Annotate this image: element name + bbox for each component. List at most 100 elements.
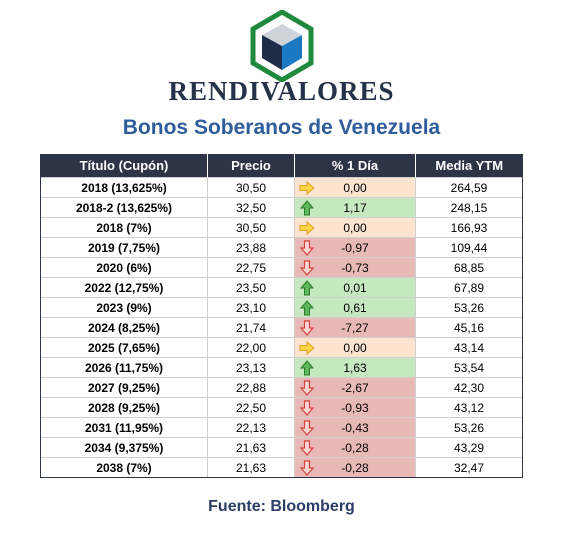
bond-ytm: 53,26 — [415, 417, 523, 438]
bond-change-value: -2,67 — [341, 380, 369, 395]
bond-change-value: 1,63 — [343, 360, 367, 375]
arrow-down-icon — [299, 380, 315, 396]
bond-change: 0,00 — [294, 177, 416, 198]
column-header-ytm: Media YTM — [415, 154, 523, 178]
bond-title: 2027 (9,25%) — [40, 377, 208, 398]
bond-price: 23,10 — [207, 297, 295, 318]
bond-price: 21,63 — [207, 457, 295, 478]
bond-change-value: 0,01 — [343, 280, 367, 295]
bond-ytm: 166,93 — [415, 217, 523, 238]
bond-change: 0,61 — [294, 297, 416, 318]
bond-change: -0,43 — [294, 417, 416, 438]
bond-title: 2026 (11,75%) — [40, 357, 208, 378]
bond-ytm: 42,30 — [415, 377, 523, 398]
bond-ytm: 53,54 — [415, 357, 523, 378]
bond-title: 2038 (7%) — [40, 457, 208, 478]
bond-change-value: -0,28 — [341, 460, 369, 475]
page-title: Bonos Soberanos de Venezuela — [122, 116, 441, 139]
bond-title: 2023 (9%) — [40, 297, 208, 318]
source-note: Fuente: Bloomberg — [208, 498, 355, 515]
bond-ytm: 45,16 — [415, 317, 523, 338]
rendivalores-logo-icon — [250, 10, 314, 82]
table-row: 2023 (9%) 23,10 0,61 53,26 — [40, 297, 523, 318]
bond-change-value: 0,00 — [343, 220, 367, 235]
table-row: 2025 (7,65%) 22,00 0,00 43,14 — [40, 337, 523, 358]
arrow-down-icon — [299, 400, 315, 416]
bond-price: 22,75 — [207, 257, 295, 278]
bond-change: -7,27 — [294, 317, 416, 338]
bond-ytm: 43,14 — [415, 337, 523, 358]
table-header-row: Título (Cupón) Precio % 1 Día Media YTM — [40, 154, 523, 178]
bond-title: 2018 (13,625%) — [40, 177, 208, 198]
arrow-down-icon — [299, 260, 315, 276]
bond-price: 22,50 — [207, 397, 295, 418]
bond-price: 21,74 — [207, 317, 295, 338]
bond-ytm: 43,12 — [415, 397, 523, 418]
bond-title: 2024 (8,25%) — [40, 317, 208, 338]
table-row: 2026 (11,75%) 23,13 1,63 53,54 — [40, 357, 523, 378]
bond-change-value: 0,00 — [343, 180, 367, 195]
column-header-title: Título (Cupón) — [40, 154, 208, 178]
table-row: 2031 (11,95%) 22,13 -0,43 53,26 — [40, 417, 523, 438]
arrow-right-icon — [299, 220, 315, 236]
bond-title: 2018 (7%) — [40, 217, 208, 238]
bond-ytm: 248,15 — [415, 197, 523, 218]
arrow-up-icon — [299, 280, 315, 296]
bond-title: 2019 (7,75%) — [40, 237, 208, 258]
bond-change: 1,17 — [294, 197, 416, 218]
column-header-price: Precio — [207, 154, 295, 178]
bond-change-value: 1,17 — [343, 200, 367, 215]
table-row: 2020 (6%) 22,75 -0,73 68,85 — [40, 257, 523, 278]
bonds-table: Título (Cupón) Precio % 1 Día Media YTM … — [40, 154, 523, 478]
table-row: 2018-2 (13,625%) 32,50 1,17 248,15 — [40, 197, 523, 218]
bond-change: -0,28 — [294, 437, 416, 458]
bond-change: 0,00 — [294, 217, 416, 238]
arrow-up-icon — [299, 200, 315, 216]
bond-title: 2031 (11,95%) — [40, 417, 208, 438]
bond-change: -0,97 — [294, 237, 416, 258]
bond-price: 21,63 — [207, 437, 295, 458]
arrow-right-icon — [299, 180, 315, 196]
arrow-down-icon — [299, 420, 315, 436]
bond-change: -0,28 — [294, 457, 416, 478]
table-row: 2022 (12,75%) 23,50 0,01 67,89 — [40, 277, 523, 298]
bond-change: -0,73 — [294, 257, 416, 278]
bond-change-value: -0,73 — [341, 260, 369, 275]
bond-price: 23,50 — [207, 277, 295, 298]
bond-change: 0,00 — [294, 337, 416, 358]
arrow-right-icon — [299, 340, 315, 356]
arrow-down-icon — [299, 320, 315, 336]
arrow-down-icon — [299, 460, 315, 476]
table-row: 2038 (7%) 21,63 -0,28 32,47 — [40, 457, 523, 478]
arrow-down-icon — [299, 440, 315, 456]
bond-ytm: 68,85 — [415, 257, 523, 278]
bond-change: 1,63 — [294, 357, 416, 378]
bond-price: 30,50 — [207, 177, 295, 198]
brand-name: RENDIVALORES — [168, 76, 395, 106]
table-row: 2024 (8,25%) 21,74 -7,27 45,16 — [40, 317, 523, 338]
table-row: 2019 (7,75%) 23,88 -0,97 109,44 — [40, 237, 523, 258]
bond-ytm: 32,47 — [415, 457, 523, 478]
bond-change-value: 0,61 — [343, 300, 367, 315]
bond-change-value: -7,27 — [341, 320, 369, 335]
bond-ytm: 67,89 — [415, 277, 523, 298]
bond-change: 0,01 — [294, 277, 416, 298]
bond-title: 2025 (7,65%) — [40, 337, 208, 358]
bond-price: 32,50 — [207, 197, 295, 218]
bond-price: 22,88 — [207, 377, 295, 398]
column-header-change: % 1 Día — [294, 154, 416, 178]
bond-change-value: -0,43 — [341, 420, 369, 435]
table-row: 2028 (9,25%) 22,50 -0,93 43,12 — [40, 397, 523, 418]
bond-ytm: 109,44 — [415, 237, 523, 258]
bond-change-value: -0,28 — [341, 440, 369, 455]
bond-title: 2034 (9,375%) — [40, 437, 208, 458]
bond-price: 23,88 — [207, 237, 295, 258]
bond-price: 22,00 — [207, 337, 295, 358]
arrow-down-icon — [299, 240, 315, 256]
bond-title: 2018-2 (13,625%) — [40, 197, 208, 218]
bond-ytm: 43,29 — [415, 437, 523, 458]
table-row: 2018 (13,625%) 30,50 0,00 264,59 — [40, 177, 523, 198]
bond-price: 30,50 — [207, 217, 295, 238]
bond-price: 23,13 — [207, 357, 295, 378]
bond-ytm: 53,26 — [415, 297, 523, 318]
